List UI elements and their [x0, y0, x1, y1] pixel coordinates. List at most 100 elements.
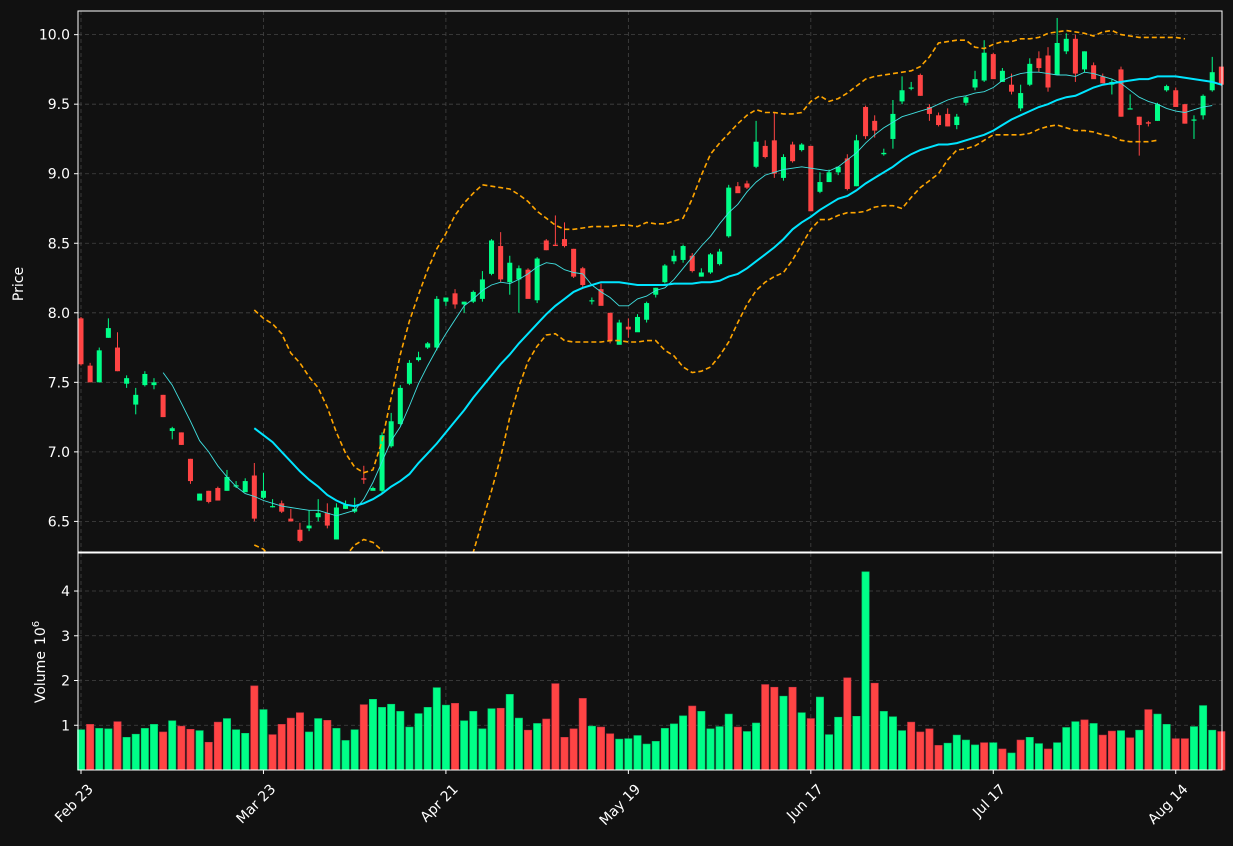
price-tick-label: 9.0	[48, 167, 70, 183]
volume-bar	[670, 723, 678, 771]
candle-body	[634, 316, 640, 333]
volume-bar	[633, 735, 642, 771]
volume-bar	[232, 729, 241, 771]
slow-moving-average-line	[253, 75, 1222, 508]
volume-bar	[615, 738, 624, 771]
candle-body	[936, 115, 942, 126]
volume-bar	[460, 720, 469, 771]
candle-body	[863, 106, 869, 137]
price-tick-label: 9.5	[48, 97, 70, 113]
candle-body	[680, 246, 686, 260]
volume-axis-label: Volume 106	[31, 621, 49, 703]
volume-bar	[752, 722, 761, 771]
volume-bar	[104, 728, 113, 771]
candles	[78, 17, 1224, 543]
volume-bar	[907, 721, 916, 771]
candle-body	[379, 435, 385, 491]
volume-bar	[852, 716, 861, 771]
candle-body	[215, 488, 221, 501]
volume-bar	[378, 707, 387, 771]
volume-bars	[77, 571, 1226, 771]
price-tick-label: 6.5	[48, 514, 70, 530]
volume-bar	[314, 718, 323, 771]
candle-body	[133, 394, 139, 405]
volume-bar	[122, 737, 131, 771]
volume-bar	[1190, 726, 1198, 771]
volume-bar	[597, 726, 605, 771]
volume-bar	[733, 726, 742, 771]
candle-body	[1200, 95, 1206, 116]
volume-bar	[770, 686, 779, 771]
volume-tick-label: 1	[61, 718, 70, 734]
candle-body	[498, 246, 504, 280]
candle-body	[1018, 93, 1024, 109]
volume-bar	[560, 737, 569, 771]
candle-body	[835, 166, 841, 173]
volume-bar	[177, 725, 186, 771]
candle-body	[425, 343, 431, 348]
volume-bar	[679, 715, 688, 771]
volume-bar	[168, 720, 177, 771]
volume-bar	[542, 718, 551, 771]
volume-bar	[980, 742, 989, 771]
volume-bar	[350, 729, 359, 771]
panel-frames	[77, 10, 1223, 771]
volume-bar	[186, 728, 195, 771]
volume-bar	[451, 703, 459, 771]
volume-bar	[989, 742, 998, 771]
price-tick-label: 8.0	[48, 306, 70, 322]
volume-bar	[1162, 724, 1171, 771]
candle-body	[343, 504, 349, 509]
volume-bar	[934, 745, 943, 771]
candle-body	[315, 513, 321, 518]
upper-band-line	[253, 29, 1186, 474]
candle-body	[598, 289, 604, 306]
volume-tick-label: 3	[61, 629, 70, 645]
volume-bar	[131, 733, 140, 771]
candle-body	[388, 421, 394, 447]
candle-body	[124, 378, 130, 384]
candle-body	[1036, 58, 1042, 69]
volume-bar	[1071, 721, 1080, 771]
volume-bar	[95, 728, 104, 771]
candle-body	[908, 87, 914, 89]
candle-body	[452, 293, 458, 305]
volume-bar	[533, 723, 542, 771]
volume-bar	[359, 704, 368, 771]
volume-bar	[1025, 737, 1034, 771]
volume-bar	[1007, 752, 1016, 771]
volume-bar	[140, 728, 149, 771]
volume-bar	[916, 731, 925, 771]
candle-body	[370, 488, 376, 491]
volume-axis-label-base: 10	[33, 627, 49, 645]
candle-body	[1173, 90, 1179, 107]
volume-bar	[943, 742, 952, 771]
candle-body	[224, 476, 230, 491]
volume-bar	[514, 717, 523, 771]
volume-bar	[405, 726, 414, 771]
volume-bar	[551, 683, 560, 771]
candle-body	[625, 326, 631, 330]
volume-bar	[113, 721, 122, 771]
volume-bar	[952, 734, 961, 771]
candle-body	[361, 478, 367, 480]
candle-body	[1082, 51, 1088, 70]
candle-body	[990, 54, 996, 80]
volume-bar	[250, 685, 259, 771]
candle-body	[981, 52, 987, 81]
candle-body	[1136, 116, 1142, 126]
volume-bar	[487, 708, 496, 771]
price-axis-label: Price	[11, 267, 27, 301]
candle-body	[552, 244, 558, 247]
volume-bar	[1107, 730, 1116, 771]
volume-bar	[888, 716, 897, 771]
candle-body	[461, 301, 467, 305]
volume-bar	[1217, 731, 1226, 771]
price-tick-label: 7.0	[48, 445, 70, 461]
candle-body	[1191, 119, 1197, 121]
volume-bar	[496, 707, 505, 771]
volume-bar	[332, 728, 341, 771]
volume-bar	[150, 724, 158, 771]
candle-body	[197, 493, 203, 501]
